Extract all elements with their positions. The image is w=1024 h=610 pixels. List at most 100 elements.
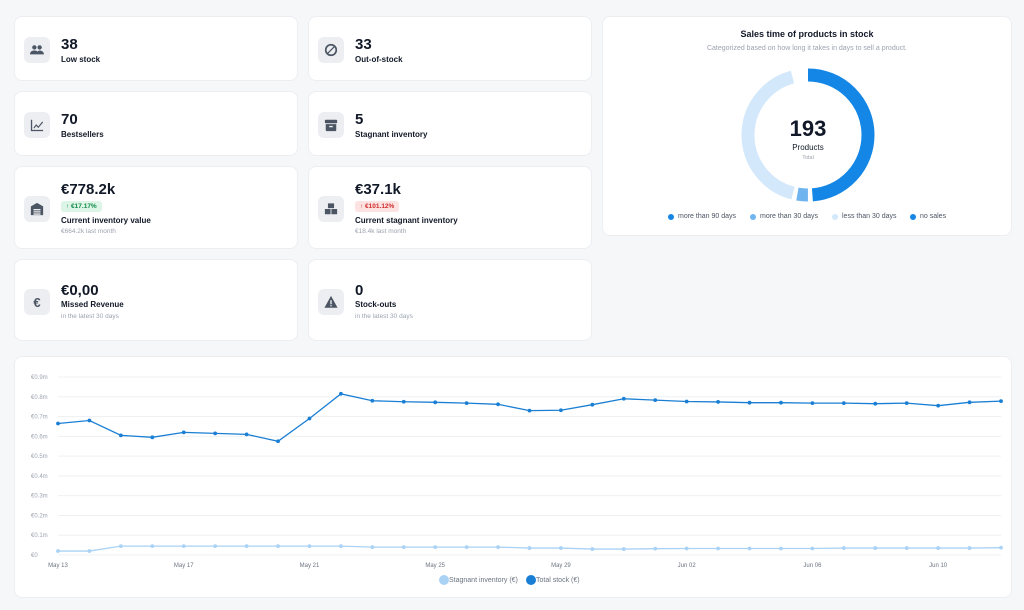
data-point[interactable]	[967, 546, 972, 550]
data-point[interactable]	[873, 546, 878, 550]
data-point[interactable]	[56, 549, 60, 553]
data-point[interactable]	[150, 435, 155, 440]
data-point[interactable]	[527, 546, 532, 550]
y-tick-label: €0.4m	[31, 474, 48, 480]
donut-segment[interactable]	[741, 68, 875, 202]
data-point[interactable]	[181, 430, 186, 435]
data-point[interactable]	[150, 544, 155, 548]
data-point[interactable]	[747, 400, 752, 405]
donut-total-sub: Total	[802, 155, 814, 161]
data-point[interactable]	[433, 400, 438, 405]
stat-value: 5	[355, 111, 364, 128]
x-tick-label: May 21	[300, 563, 320, 569]
inventory-line-chart: €0 €0.1m €0.2m €0.3m €0.4m €0.5m €0.6m €0.7m €0.…	[31, 375, 1003, 569]
stat-card-stagnant-inventory[interactable]: 5 Stagnant inventory	[308, 91, 592, 156]
donut-legend-item[interactable]: more than 90 days	[668, 213, 736, 220]
data-point[interactable]	[810, 401, 815, 406]
data-point[interactable]	[841, 546, 846, 550]
stat-label: Low stock	[61, 55, 101, 64]
x-tick-label: May 29	[551, 563, 571, 569]
data-point[interactable]	[244, 544, 249, 548]
legend-dot	[668, 213, 674, 220]
donut-legend-item[interactable]: less than 30 days	[832, 213, 896, 220]
donut-segment[interactable]	[741, 68, 875, 202]
users-icon	[24, 37, 50, 63]
data-point[interactable]	[181, 544, 186, 548]
data-point[interactable]	[716, 546, 720, 551]
data-point[interactable]	[213, 431, 218, 436]
stat-card-stock-outs[interactable]: 0 Stock-outs in the latest 30 days	[308, 259, 592, 341]
y-tick-label: €0.3m	[31, 494, 48, 500]
data-point[interactable]	[999, 399, 1003, 404]
data-point[interactable]	[590, 402, 595, 407]
x-tick-label: Jun 06	[803, 563, 822, 569]
donut-legend-item[interactable]: no sales	[910, 213, 946, 220]
stat-value: €0,00	[61, 282, 99, 299]
stat-card-inventory-value[interactable]: €778.2k ↑ €17.17% Current inventory valu…	[14, 166, 298, 249]
data-point[interactable]	[464, 401, 469, 406]
data-point[interactable]	[967, 400, 972, 405]
legend-dot	[526, 575, 536, 585]
warehouse-icon	[24, 196, 50, 222]
data-point[interactable]	[621, 396, 626, 401]
data-point[interactable]	[339, 391, 343, 396]
data-point[interactable]	[401, 399, 406, 404]
data-point[interactable]	[244, 432, 249, 437]
data-point[interactable]	[747, 546, 752, 551]
stat-card-stagnant-value[interactable]: €37.1k ↑ €101.12% Current stagnant inven…	[308, 166, 592, 249]
data-point[interactable]	[684, 399, 689, 404]
y-tick-label: €0.7m	[31, 415, 48, 421]
data-point[interactable]	[56, 421, 60, 426]
data-point[interactable]	[936, 546, 941, 550]
stat-card-low-stock[interactable]: 38 Low stock	[14, 16, 298, 81]
data-point[interactable]	[118, 433, 123, 438]
data-point[interactable]	[904, 546, 909, 550]
chart-legend-stagnant[interactable]: Stagnant inventory (€)	[439, 575, 518, 585]
data-point[interactable]	[559, 408, 563, 413]
data-point[interactable]	[904, 401, 909, 406]
data-point[interactable]	[873, 401, 878, 406]
data-point[interactable]	[559, 546, 563, 550]
stat-card-bestsellers[interactable]: 70 Bestsellers	[14, 91, 298, 156]
data-point[interactable]	[370, 545, 375, 549]
data-point[interactable]	[464, 545, 469, 549]
stat-card-missed-revenue[interactable]: € €0,00 Missed Revenue in the latest 30 …	[14, 259, 298, 341]
data-point[interactable]	[339, 544, 343, 548]
data-point[interactable]	[653, 398, 658, 403]
data-point[interactable]	[590, 547, 595, 551]
data-point[interactable]	[433, 545, 438, 549]
data-point[interactable]	[307, 544, 312, 548]
data-point[interactable]	[307, 416, 312, 421]
data-point[interactable]	[684, 546, 689, 551]
data-point[interactable]	[276, 439, 280, 444]
data-point[interactable]	[716, 400, 720, 404]
data-point[interactable]	[496, 402, 500, 407]
data-point[interactable]	[841, 401, 846, 406]
chart-up-icon	[24, 112, 50, 138]
donut-legend-item[interactable]: more than 30 days	[750, 213, 818, 220]
stat-card-out-of-stock[interactable]: 33 Out-of-stock	[308, 16, 592, 81]
stat-sub: €664.2k last month	[61, 228, 116, 235]
data-point[interactable]	[527, 408, 532, 413]
data-point[interactable]	[276, 544, 280, 548]
donut-total: 193	[790, 116, 827, 141]
data-point[interactable]	[370, 398, 375, 403]
data-point[interactable]	[621, 547, 626, 551]
data-point[interactable]	[779, 546, 783, 551]
data-point[interactable]	[496, 545, 500, 549]
data-point[interactable]	[213, 544, 218, 548]
data-point[interactable]	[653, 546, 658, 551]
sales-time-card: Sales time of products in stock Categori…	[602, 16, 1012, 236]
change-badge: ↑ €17.17%	[61, 201, 102, 212]
data-point[interactable]	[779, 400, 783, 405]
data-point[interactable]	[118, 544, 123, 548]
archive-icon	[318, 112, 344, 138]
data-point[interactable]	[810, 546, 815, 551]
data-point[interactable]	[936, 403, 941, 408]
data-point[interactable]	[87, 549, 92, 553]
data-point[interactable]	[999, 545, 1003, 550]
data-point[interactable]	[87, 418, 92, 423]
chart-legend-total[interactable]: Total stock (€)	[526, 575, 580, 585]
data-point[interactable]	[401, 545, 406, 549]
x-tick-label: May 25	[425, 563, 445, 569]
